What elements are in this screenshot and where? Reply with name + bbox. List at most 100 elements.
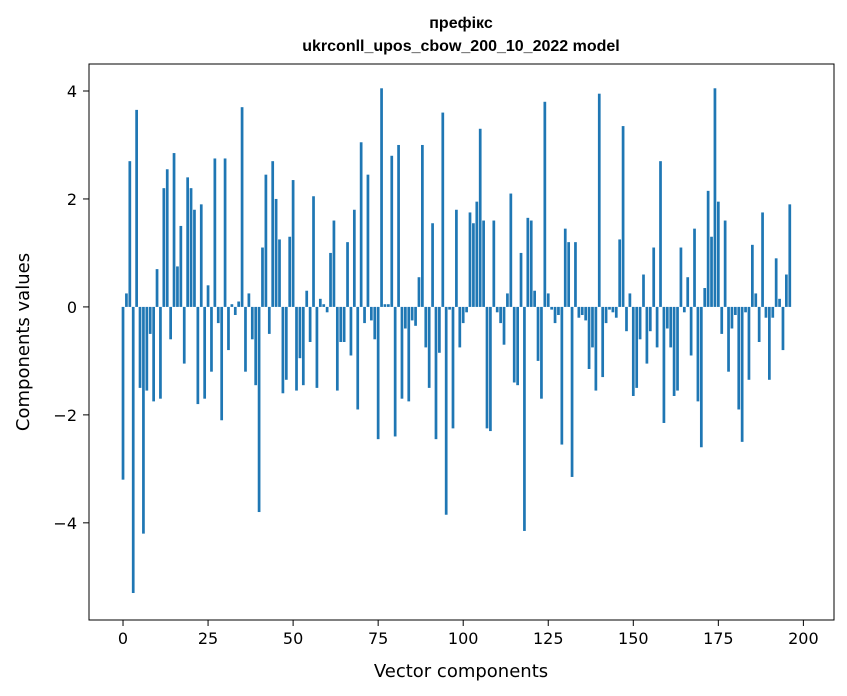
bar — [720, 306, 724, 334]
bar — [774, 258, 778, 307]
bar — [189, 188, 193, 307]
bar — [461, 306, 465, 324]
bar — [540, 306, 543, 399]
bar — [788, 204, 792, 307]
y-tick-label: 2 — [67, 190, 77, 209]
bar — [291, 180, 295, 307]
bar — [366, 174, 370, 307]
bar — [448, 306, 451, 310]
bar — [761, 212, 764, 307]
bar — [135, 109, 138, 307]
bar — [199, 204, 203, 307]
bar — [506, 293, 509, 307]
bar — [410, 306, 414, 321]
bar — [740, 306, 744, 442]
bar — [213, 158, 217, 307]
bar — [536, 306, 540, 361]
bar — [604, 306, 608, 324]
bar — [329, 252, 332, 307]
bar — [618, 239, 622, 307]
bar — [397, 144, 400, 307]
bar — [642, 274, 645, 307]
bar — [315, 306, 319, 388]
bar — [356, 306, 360, 410]
x-tick-label: 150 — [618, 629, 649, 648]
bar — [165, 169, 169, 307]
bar — [631, 306, 635, 396]
bar — [142, 306, 145, 534]
bar — [696, 306, 700, 402]
bar — [529, 220, 533, 307]
bar — [431, 223, 434, 307]
bar — [716, 201, 720, 307]
bar — [281, 306, 285, 394]
bar — [679, 247, 683, 307]
bar — [574, 242, 577, 307]
bar — [271, 161, 275, 307]
bar — [482, 220, 485, 307]
bar — [601, 306, 605, 378]
x-tick-label: 125 — [533, 629, 564, 648]
bar — [438, 306, 441, 353]
bar — [131, 306, 135, 594]
bar — [587, 306, 591, 369]
bar — [301, 306, 305, 386]
bar — [699, 306, 703, 448]
bar — [485, 306, 489, 429]
bar — [713, 88, 717, 307]
bar — [472, 223, 475, 307]
bar — [308, 306, 312, 342]
bar — [523, 306, 526, 531]
bar — [261, 247, 264, 307]
bar — [747, 306, 751, 380]
bar — [591, 306, 594, 348]
bar — [577, 306, 581, 318]
bar — [421, 144, 424, 307]
bar — [771, 306, 775, 318]
bar — [335, 306, 339, 391]
bar — [499, 306, 502, 324]
bar — [635, 306, 639, 388]
bar — [169, 306, 172, 340]
bar — [621, 126, 625, 307]
y-tick-label: 0 — [67, 298, 77, 317]
bar — [502, 306, 506, 345]
bar — [744, 306, 747, 313]
bar — [625, 306, 628, 332]
bar — [614, 306, 618, 318]
bar — [509, 193, 513, 307]
bar — [516, 306, 519, 386]
bar — [451, 306, 455, 429]
bar — [560, 306, 564, 445]
bar — [594, 306, 598, 391]
bar — [186, 177, 190, 307]
bar — [138, 306, 142, 388]
bar — [495, 306, 499, 313]
bar — [580, 306, 584, 316]
bar — [414, 306, 417, 326]
bar — [376, 306, 380, 440]
bar — [553, 306, 557, 324]
bar — [295, 306, 298, 391]
bar — [727, 306, 730, 372]
x-tick-label: 0 — [118, 629, 128, 648]
bar — [489, 306, 492, 432]
bar — [305, 290, 309, 307]
y-axis-label: Components values — [13, 253, 34, 431]
bar — [659, 161, 662, 307]
bar — [206, 285, 210, 307]
bar — [210, 306, 213, 372]
bar — [145, 306, 149, 391]
bar — [264, 174, 268, 307]
bar — [257, 306, 261, 513]
bar — [237, 301, 241, 307]
bar — [363, 306, 366, 324]
bar — [475, 201, 479, 307]
bar — [669, 306, 673, 348]
bar — [546, 293, 550, 307]
bar — [322, 304, 326, 307]
bar — [737, 306, 741, 410]
bar — [543, 101, 547, 307]
bar — [672, 306, 676, 396]
